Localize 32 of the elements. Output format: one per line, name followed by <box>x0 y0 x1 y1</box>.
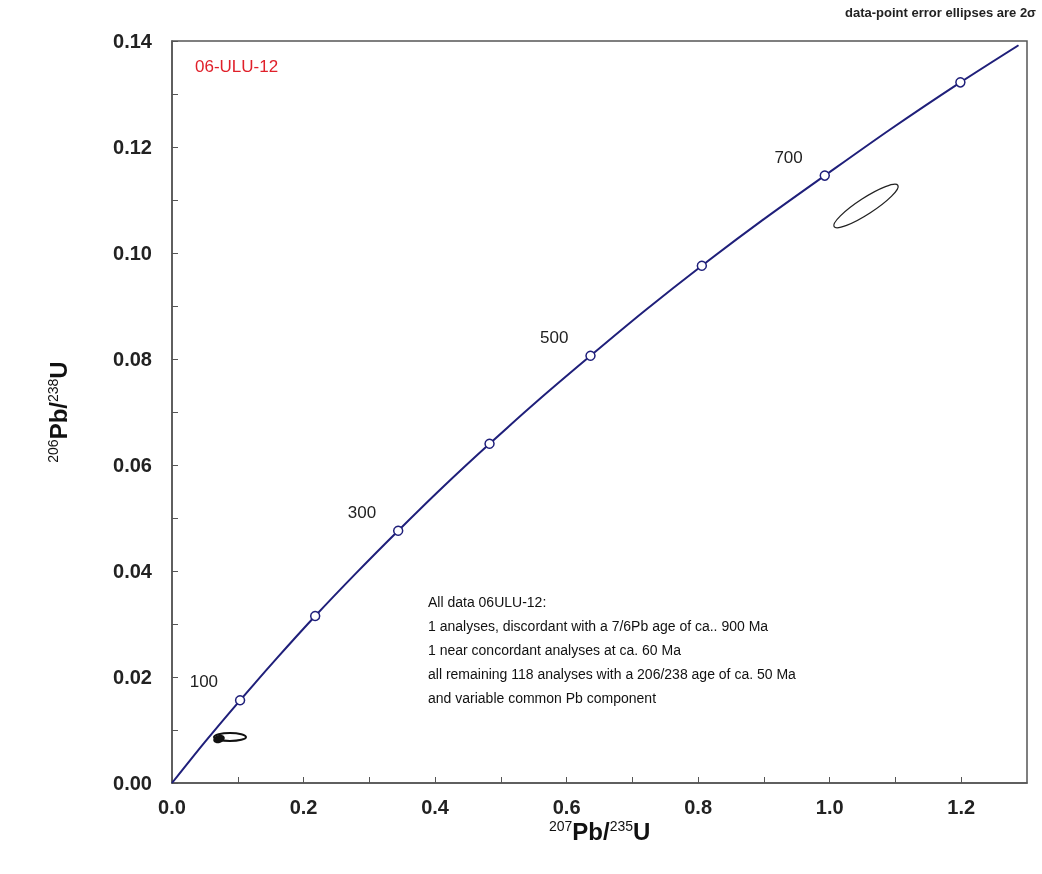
y-tick-label: 0.10 <box>113 242 152 264</box>
y-tick-label: 0.04 <box>113 560 153 582</box>
point <box>392 525 404 536</box>
x-tick-label: 0.0 <box>158 796 186 818</box>
x-tick-label: 1.2 <box>947 796 976 818</box>
annotation: 500 <box>540 327 569 347</box>
annotation: 700 <box>774 147 803 167</box>
x-tick-label: 0.2 <box>289 796 318 818</box>
annotation: 06-ULU-12 <box>195 57 279 76</box>
point <box>819 170 831 181</box>
x-tick-label: 0.8 <box>684 796 713 818</box>
y-tick-label: 0.14 <box>113 30 153 52</box>
x-tick-label: 0.4 <box>421 796 450 818</box>
y-tick-label: 0.00 <box>113 772 152 794</box>
point <box>696 260 708 271</box>
point <box>484 438 495 450</box>
point <box>234 695 246 706</box>
y-tick-label: 0.12 <box>113 136 152 158</box>
point <box>309 610 321 622</box>
x-tick-label: 1.0 <box>815 796 844 818</box>
annotation: 300 <box>347 502 377 522</box>
y-tick-label: 0.02 <box>113 666 152 688</box>
x-axis-title: $^{207}$Pb/$^{235}$U <box>549 818 651 846</box>
y-tick-label: 0.08 <box>113 348 152 370</box>
text: data-point error ellipses are 2σ <box>845 5 1037 20</box>
annotation: 100 <box>189 672 219 692</box>
point <box>585 350 596 362</box>
y-tick-label: 0.06 <box>113 454 152 476</box>
line-series <box>171 44 1020 784</box>
x-tick-label: 0.6 <box>552 796 581 818</box>
point <box>955 77 966 88</box>
annotation: All data 06ULU-12: 1 analyses, discordant with a 7/6Pb age of ca.. 900 Ma 1 near concordant analyses at ca. 60 Ma all remaining 118 analyses with a 206/238 age of ca. 50 Ma and variable common Pb component <box>428 594 797 706</box>
